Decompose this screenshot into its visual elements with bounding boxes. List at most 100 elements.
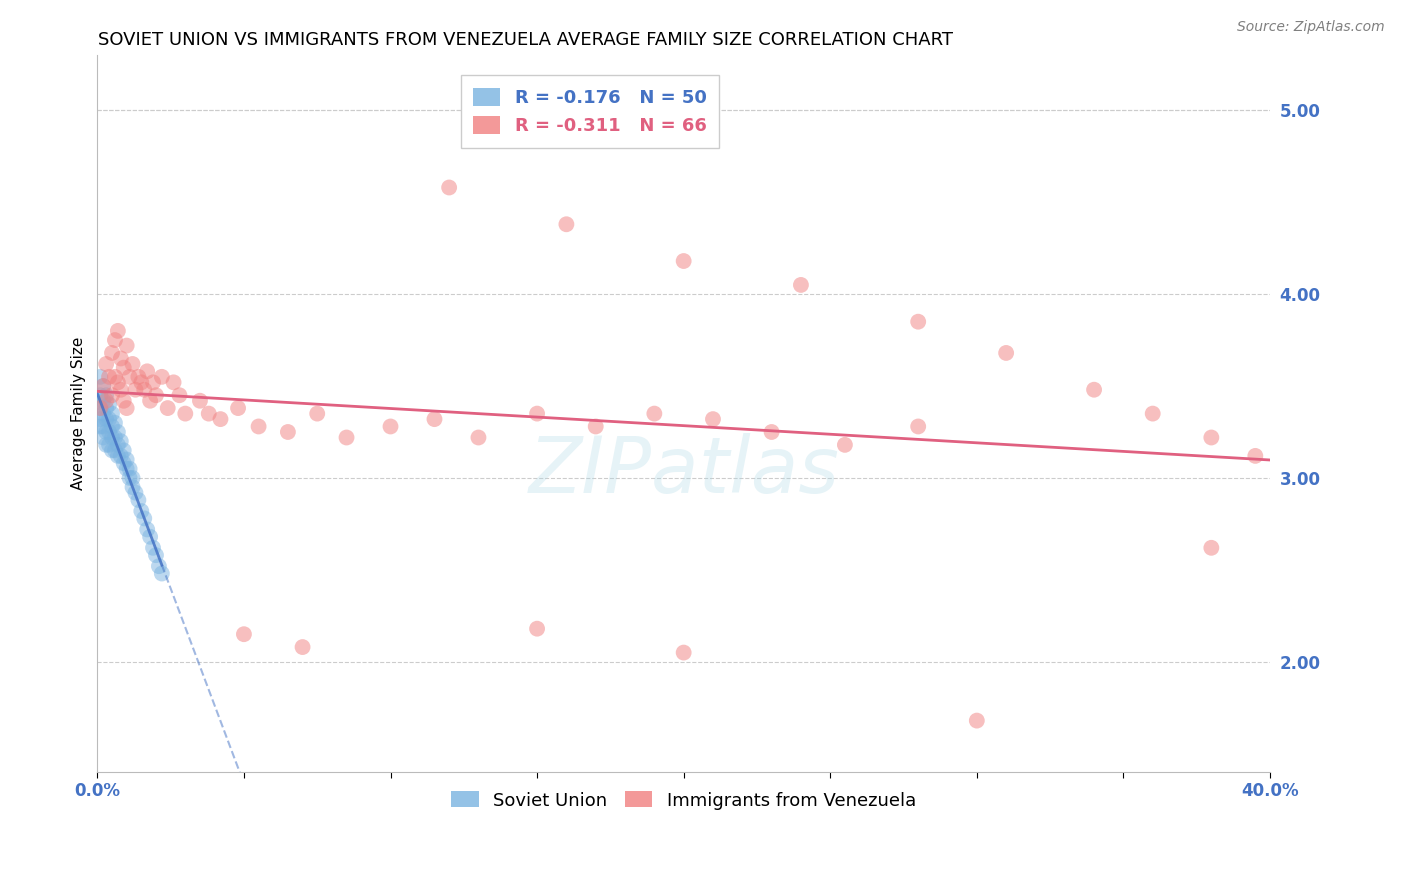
Point bbox=[790, 277, 813, 292]
Point bbox=[761, 425, 783, 439]
Point bbox=[94, 388, 117, 402]
Point bbox=[585, 419, 607, 434]
Point bbox=[526, 622, 548, 636]
Point bbox=[112, 456, 135, 470]
Point bbox=[966, 714, 988, 728]
Point bbox=[156, 401, 179, 416]
Point bbox=[94, 425, 117, 439]
Point bbox=[118, 369, 141, 384]
Point bbox=[702, 412, 724, 426]
Point bbox=[89, 388, 111, 402]
Legend: Soviet Union, Immigrants from Venezuela: Soviet Union, Immigrants from Venezuela bbox=[444, 784, 924, 817]
Point bbox=[91, 379, 114, 393]
Point bbox=[467, 430, 489, 444]
Point bbox=[1244, 449, 1267, 463]
Point bbox=[134, 511, 156, 525]
Point bbox=[131, 376, 153, 390]
Point bbox=[112, 393, 135, 408]
Point bbox=[907, 419, 929, 434]
Point bbox=[121, 471, 143, 485]
Point bbox=[1083, 383, 1105, 397]
Point bbox=[121, 480, 143, 494]
Point bbox=[291, 640, 314, 654]
Point bbox=[907, 315, 929, 329]
Point bbox=[139, 530, 162, 544]
Point bbox=[150, 566, 173, 581]
Point bbox=[162, 376, 184, 390]
Point bbox=[107, 425, 129, 439]
Point bbox=[232, 627, 254, 641]
Point bbox=[139, 393, 162, 408]
Point bbox=[110, 383, 132, 397]
Point bbox=[91, 419, 114, 434]
Point bbox=[115, 452, 138, 467]
Point bbox=[94, 412, 117, 426]
Point bbox=[127, 369, 149, 384]
Point bbox=[136, 523, 159, 537]
Point bbox=[94, 438, 117, 452]
Point bbox=[145, 388, 167, 402]
Point bbox=[188, 393, 211, 408]
Point bbox=[107, 376, 129, 390]
Point bbox=[89, 419, 111, 434]
Point bbox=[110, 449, 132, 463]
Point bbox=[107, 438, 129, 452]
Point bbox=[112, 443, 135, 458]
Point bbox=[118, 462, 141, 476]
Point bbox=[98, 369, 121, 384]
Point bbox=[101, 407, 124, 421]
Text: SOVIET UNION VS IMMIGRANTS FROM VENEZUELA AVERAGE FAMILY SIZE CORRELATION CHART: SOVIET UNION VS IMMIGRANTS FROM VENEZUEL… bbox=[98, 31, 953, 49]
Point bbox=[89, 401, 111, 416]
Point bbox=[110, 434, 132, 449]
Point bbox=[555, 217, 578, 231]
Point bbox=[134, 383, 156, 397]
Point bbox=[89, 401, 111, 416]
Point bbox=[526, 407, 548, 421]
Point bbox=[124, 485, 146, 500]
Point bbox=[380, 419, 402, 434]
Point bbox=[277, 425, 299, 439]
Point bbox=[98, 397, 121, 411]
Point bbox=[121, 357, 143, 371]
Point bbox=[98, 425, 121, 439]
Point bbox=[335, 430, 357, 444]
Text: Source: ZipAtlas.com: Source: ZipAtlas.com bbox=[1237, 20, 1385, 34]
Point bbox=[1201, 541, 1223, 555]
Text: ZIPatlas: ZIPatlas bbox=[529, 433, 839, 509]
Point bbox=[110, 351, 132, 366]
Point bbox=[131, 504, 153, 518]
Point bbox=[104, 430, 127, 444]
Point bbox=[124, 383, 146, 397]
Point bbox=[112, 360, 135, 375]
Point bbox=[437, 180, 460, 194]
Point bbox=[995, 346, 1018, 360]
Point bbox=[169, 388, 191, 402]
Point bbox=[89, 412, 111, 426]
Point bbox=[94, 393, 117, 408]
Point bbox=[142, 541, 165, 555]
Point bbox=[101, 430, 124, 444]
Point bbox=[145, 548, 167, 562]
Point bbox=[98, 412, 121, 426]
Point bbox=[1201, 430, 1223, 444]
Point bbox=[115, 462, 138, 476]
Point bbox=[672, 646, 695, 660]
Point bbox=[89, 369, 111, 384]
Point bbox=[91, 379, 114, 393]
Point bbox=[115, 401, 138, 416]
Point bbox=[174, 407, 197, 421]
Point bbox=[209, 412, 232, 426]
Point bbox=[104, 443, 127, 458]
Point bbox=[94, 357, 117, 371]
Point bbox=[91, 407, 114, 421]
Point bbox=[142, 376, 165, 390]
Point bbox=[91, 393, 114, 408]
Point bbox=[94, 401, 117, 416]
Point bbox=[127, 493, 149, 508]
Point bbox=[98, 438, 121, 452]
Point bbox=[307, 407, 329, 421]
Point bbox=[1142, 407, 1164, 421]
Point bbox=[104, 333, 127, 347]
Point bbox=[148, 559, 170, 574]
Point bbox=[101, 419, 124, 434]
